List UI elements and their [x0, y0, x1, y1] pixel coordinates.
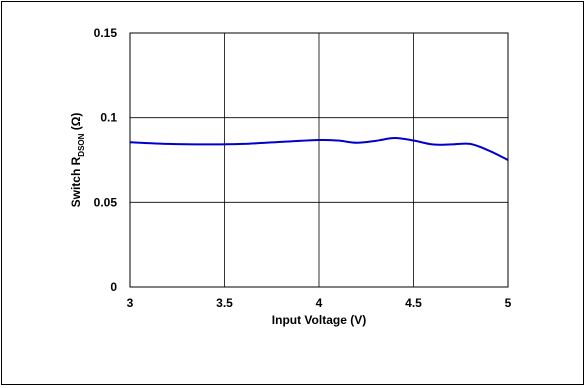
y-axis-title: Switch RDSON (Ω): [69, 113, 86, 208]
plot-border: [129, 32, 509, 288]
x-tick-label: 5: [505, 296, 512, 310]
y-tick-label: 0.1: [100, 111, 117, 125]
y-axis-title-prefix: Switch R: [69, 156, 83, 207]
series-line: [129, 136, 509, 161]
x-tick-label: 3.5: [216, 296, 233, 310]
x-tick-label: 4.5: [405, 296, 422, 310]
x-axis-title: Input Voltage (V): [272, 313, 366, 327]
y-tick-label: 0: [110, 280, 117, 294]
x-tick-label: 3: [127, 296, 134, 310]
y-tick-label: 0.15: [94, 26, 118, 40]
x-tick-labels: 3 3.5 4 4.5 5: [127, 296, 512, 310]
y-axis-title-subscript: DSON: [77, 133, 86, 156]
y-axis-title-suffix: (Ω): [69, 113, 83, 134]
x-tick-label: 4: [316, 296, 323, 310]
y-tick-label: 0.05: [94, 195, 118, 209]
series-layer: [129, 136, 509, 161]
y-tick-labels: 0 0.05 0.1 0.15: [94, 26, 118, 294]
